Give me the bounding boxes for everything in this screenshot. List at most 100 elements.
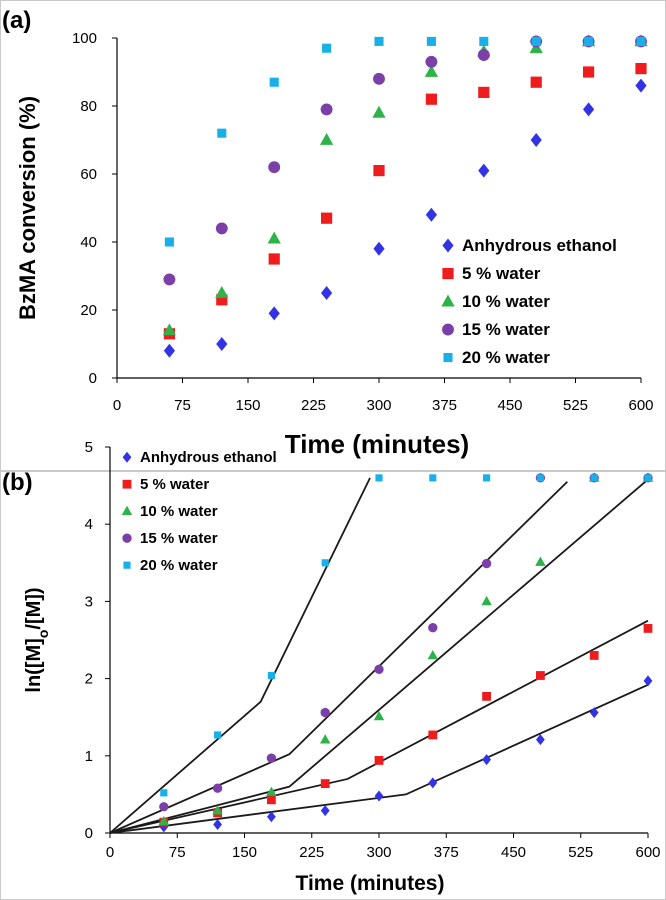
x-tick-label: 0 xyxy=(113,397,121,414)
y-tick-label: 20 xyxy=(80,302,97,319)
x-tick-label: 600 xyxy=(635,844,660,861)
x-tick-label: 150 xyxy=(232,844,257,861)
data-point xyxy=(644,474,652,482)
data-point xyxy=(643,624,653,633)
y-tick-label: 1 xyxy=(85,748,93,765)
data-point xyxy=(321,212,333,224)
data-point xyxy=(374,36,384,46)
data-point xyxy=(425,93,437,105)
legend-marker xyxy=(441,294,455,307)
x-tick-label: 0 xyxy=(106,844,114,861)
data-point xyxy=(426,36,436,46)
data-point xyxy=(482,754,491,766)
chart-panel-b: (b) 0 75 150 225 300 375 450 525 600 0 1 2 3 4 5 Time (m… xyxy=(0,439,666,900)
data-point xyxy=(269,77,279,87)
data-point xyxy=(162,323,177,336)
legend-marker xyxy=(443,353,453,363)
panel-label: (b) xyxy=(2,469,33,496)
x-tick-label: 450 xyxy=(497,397,522,414)
data-point xyxy=(214,731,222,739)
y-tick-label: 2 xyxy=(85,671,93,688)
data-point xyxy=(215,222,228,235)
data-point xyxy=(374,664,384,675)
fit-line xyxy=(109,481,568,834)
legend-marker xyxy=(122,451,132,463)
data-point xyxy=(266,786,277,796)
y-tick-label: 40 xyxy=(80,234,97,251)
x-tick-label: 75 xyxy=(169,844,186,861)
data-point xyxy=(268,253,280,265)
legend-label: 20 % water xyxy=(462,348,550,367)
fit-line xyxy=(109,477,371,834)
legend: Anhydrous ethanol 5 % water 10 % water 15 %… xyxy=(121,449,277,574)
data-point xyxy=(319,734,331,744)
data-point xyxy=(320,805,330,817)
y-tick-label: 80 xyxy=(80,98,97,115)
data-point xyxy=(266,753,277,763)
data-point xyxy=(375,474,383,482)
data-point xyxy=(160,789,168,797)
data-point xyxy=(268,161,281,174)
data-point xyxy=(589,707,599,719)
y-axis-title: BzMA conversion (%) xyxy=(15,96,40,320)
series-1 xyxy=(163,63,647,340)
panel-label: (a) xyxy=(2,7,31,34)
chart-panel-a: (a) 0 75 150 225 300 375 450 525 600 0 20 40 60 80 100 T… xyxy=(0,0,666,471)
data-point xyxy=(216,337,228,351)
legend-marker xyxy=(122,533,132,543)
x-tick-label: 300 xyxy=(366,397,391,414)
data-point xyxy=(583,102,595,117)
data-point xyxy=(215,286,229,298)
data-point xyxy=(268,306,280,321)
series-3 xyxy=(159,473,653,812)
data-point xyxy=(478,86,490,98)
legend-label: 15 % water xyxy=(140,530,218,547)
series-4 xyxy=(160,474,652,797)
series-0 xyxy=(159,675,653,833)
data-point xyxy=(373,165,385,177)
x-tick-label: 225 xyxy=(299,844,324,861)
data-point xyxy=(163,343,175,358)
data-point xyxy=(643,675,653,687)
data-point xyxy=(428,622,438,633)
data-point xyxy=(536,671,545,680)
x-tick-label: 375 xyxy=(432,397,457,414)
data-point xyxy=(267,231,281,244)
data-point xyxy=(373,241,385,256)
data-point xyxy=(374,790,384,802)
legend-marker xyxy=(442,323,454,336)
data-point xyxy=(636,36,646,46)
x-tick-label: 600 xyxy=(628,397,653,414)
data-point xyxy=(320,707,330,718)
data-point xyxy=(322,43,332,53)
data-point xyxy=(213,819,222,831)
data-point xyxy=(373,710,385,721)
legend-marker xyxy=(122,479,132,489)
data-point xyxy=(217,128,227,138)
x-tick-label: 375 xyxy=(434,844,459,861)
data-point xyxy=(482,691,491,701)
data-point xyxy=(163,273,176,286)
x-tick-label: 75 xyxy=(174,397,191,414)
legend: Anhydrous ethanol 5 % water 10 % water 15 %… xyxy=(441,236,617,367)
x-tick-label: 525 xyxy=(568,844,593,861)
data-point xyxy=(481,595,492,606)
data-point xyxy=(635,63,647,75)
data-point xyxy=(158,815,170,826)
data-point xyxy=(536,474,544,482)
data-point xyxy=(212,805,223,815)
data-point xyxy=(321,286,333,300)
data-point xyxy=(321,559,329,567)
y-tick-label: 0 xyxy=(85,825,93,842)
data-point xyxy=(164,237,174,247)
legend-label: 5 % water xyxy=(140,476,209,493)
y-axis-title-part: ln([M] xyxy=(23,638,45,692)
legend-label: 10 % water xyxy=(140,503,218,520)
legend-label: Anhydrous ethanol xyxy=(462,236,617,255)
data-point xyxy=(590,474,598,482)
y-tick-label: 100 xyxy=(72,30,97,47)
legend-marker xyxy=(442,238,454,253)
data-point xyxy=(429,474,437,482)
y-axis-title: ln([M]o/[M]) xyxy=(23,587,51,692)
fit-line xyxy=(109,619,649,834)
